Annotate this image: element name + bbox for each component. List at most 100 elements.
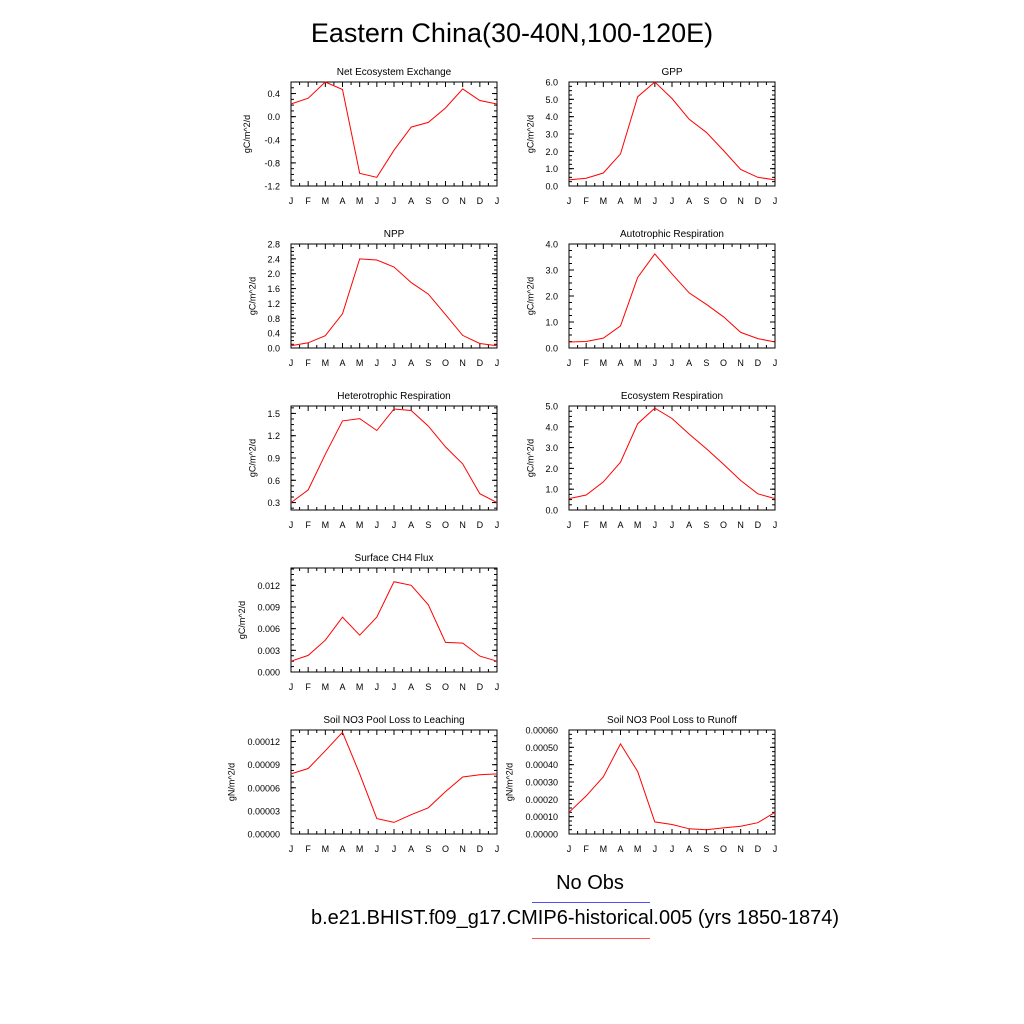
x-tick-label: O [720,358,727,368]
x-tick-label: J [289,358,294,368]
legend-obs-label: No Obs [556,872,624,894]
y-axis-label: gC/m^2/d [525,115,535,153]
x-tick-label: S [703,358,709,368]
y-tick-label: 0.00060 [525,726,558,736]
x-tick-label: A [339,196,345,206]
x-tick-label: F [583,520,589,530]
y-tick-label: 0.00020 [525,795,558,805]
y-tick-label: 0.8 [267,314,280,324]
x-tick-label: F [583,196,589,206]
x-tick-label: M [322,196,330,206]
chart-title: Heterotrophic Respiration [337,391,450,402]
x-tick-label: J [653,358,658,368]
x-tick-label: J [289,682,294,692]
y-tick-label: 0.0 [545,182,558,192]
legend-obs-line [532,902,650,903]
x-tick-label: A [339,844,345,854]
x-tick-label: J [773,196,778,206]
plot-frame [290,243,498,349]
y-tick-label: 0.4 [267,329,280,339]
y-axis-label: gN/m^2/d [227,763,237,801]
plot-frame [290,81,498,187]
y-tick-label: 0.00000 [525,830,558,840]
y-tick-label: 5.0 [545,402,558,412]
y-tick-label: 1.5 [267,409,280,419]
x-tick-label: J [773,520,778,530]
x-tick-label: J [392,196,397,206]
x-tick-label: J [670,358,675,368]
chart-title: Surface CH4 Flux [355,553,434,564]
y-axis-label: gC/m^2/d [247,439,257,477]
y-tick-label: 3.0 [545,443,558,453]
x-tick-label: M [634,520,642,530]
y-tick-label: -1.2 [264,182,280,192]
x-tick-label: O [442,682,449,692]
x-tick-label: J [289,196,294,206]
x-tick-label: J [670,844,675,854]
x-tick-label: S [425,520,431,530]
chart-title: Net Ecosystem Exchange [337,67,452,78]
x-tick-label: A [339,358,345,368]
x-tick-label: N [737,844,744,854]
x-tick-label: J [567,358,572,368]
y-tick-label: 3.0 [545,130,558,140]
y-tick-label: 6.0 [545,78,558,88]
x-tick-label: A [408,520,414,530]
y-tick-label: 4.0 [545,422,558,432]
x-tick-label: A [617,196,623,206]
x-tick-label: F [305,682,311,692]
plot-frame [290,567,498,673]
x-tick-label: J [375,520,380,530]
x-tick-label: J [289,520,294,530]
x-tick-label: J [495,682,500,692]
x-tick-label: J [567,196,572,206]
y-tick-label: 0.0 [267,112,280,122]
x-tick-label: A [617,844,623,854]
series-line [568,253,776,343]
x-tick-label: M [356,682,364,692]
x-tick-label: M [356,358,364,368]
x-tick-label: J [567,520,572,530]
chart-title: Autotrophic Respiration [620,229,724,240]
x-tick-label: A [686,844,692,854]
x-tick-label: S [703,196,709,206]
x-tick-label: S [425,682,431,692]
y-axis-label: gC/m^2/d [525,439,535,477]
x-tick-label: M [600,358,608,368]
x-tick-label: M [634,358,642,368]
y-tick-label: 5.0 [545,95,558,105]
x-tick-label: A [408,196,414,206]
y-tick-label: 0.012 [257,581,280,591]
x-tick-label: J [670,520,675,530]
y-tick-label: 0.00006 [247,783,280,793]
y-tick-label: 1.2 [267,431,280,441]
y-tick-label: 0.3 [267,498,280,508]
x-tick-label: D [755,520,762,530]
x-tick-label: S [703,844,709,854]
y-tick-label: 0.6 [267,476,280,486]
x-tick-label: N [737,358,744,368]
plot-frame [568,729,776,835]
y-tick-label: 0.0 [267,344,280,354]
plot-frame [290,405,498,511]
y-tick-label: 0.003 [257,646,280,656]
x-tick-label: F [305,196,311,206]
x-tick-label: O [442,844,449,854]
x-tick-label: N [459,520,466,530]
x-tick-label: S [703,520,709,530]
x-tick-label: J [375,682,380,692]
chart-title: Ecosystem Respiration [621,391,723,402]
y-tick-label: 0.006 [257,624,280,634]
series-line [568,742,776,831]
y-tick-label: -0.4 [264,135,280,145]
x-tick-label: J [375,844,380,854]
x-tick-label: J [653,844,658,854]
x-tick-label: M [634,844,642,854]
x-tick-label: J [495,520,500,530]
x-tick-label: J [392,844,397,854]
y-tick-label: 1.6 [267,284,280,294]
